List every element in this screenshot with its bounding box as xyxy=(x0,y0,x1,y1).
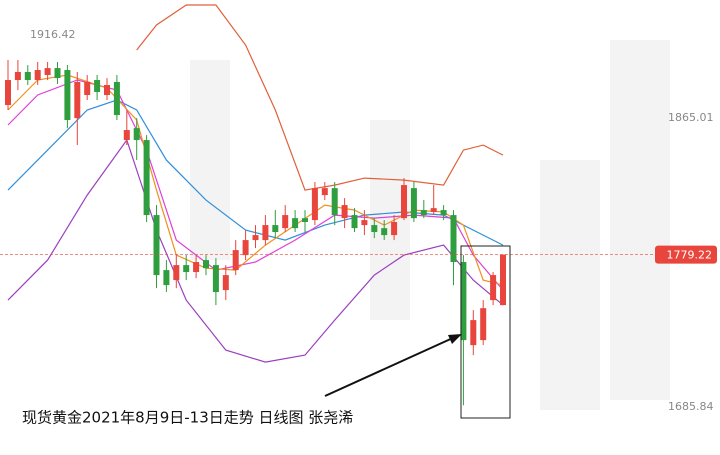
y-tick-label: 1685.84 xyxy=(668,400,714,413)
caption: 现货黄金2021年8月9日-13日走势 日线图 张尧浠 xyxy=(22,409,353,427)
candle-body xyxy=(153,215,160,276)
plot: 1916.42 1865.01 1685.84 1779.22 xyxy=(0,4,717,413)
candle-body xyxy=(193,262,200,273)
candle-body xyxy=(391,222,398,236)
arrow-head xyxy=(448,334,462,344)
candle-body xyxy=(321,188,328,196)
candle-body xyxy=(341,205,348,219)
last-price-label: 1779.22 xyxy=(667,249,713,262)
candle-body xyxy=(420,210,427,216)
candle-body xyxy=(14,71,21,81)
candle-body xyxy=(450,215,457,263)
candle-body xyxy=(262,225,269,241)
y-tick-label: 1865.01 xyxy=(668,111,714,124)
overlay-line xyxy=(7,138,504,363)
candle-body xyxy=(123,130,130,141)
candle-body xyxy=(430,208,437,213)
candle-body xyxy=(410,188,417,219)
candle-body xyxy=(84,81,91,96)
candle-body xyxy=(401,185,407,219)
candle-body xyxy=(252,235,259,241)
candle-body xyxy=(460,262,467,341)
candle-body xyxy=(232,250,239,271)
overlay-line xyxy=(7,99,504,246)
candle-body xyxy=(24,71,31,81)
candle-body xyxy=(500,254,506,306)
candle-body xyxy=(163,270,170,286)
watermark xyxy=(190,40,670,410)
candle-body xyxy=(371,225,378,233)
candle-body xyxy=(282,215,289,229)
candle-body xyxy=(331,188,338,216)
overlay-line xyxy=(7,79,504,291)
candle-body xyxy=(54,68,61,79)
candle-body xyxy=(480,308,487,341)
candle-body xyxy=(133,128,140,141)
candle-body xyxy=(183,265,190,273)
candle-body xyxy=(222,275,229,291)
candle-body xyxy=(351,215,358,229)
candle-body xyxy=(143,140,150,216)
candle-body xyxy=(104,85,110,96)
candle-body xyxy=(5,80,11,106)
candle-body xyxy=(203,260,209,269)
highlight-box xyxy=(460,245,511,419)
candle-body xyxy=(44,68,51,76)
candle-body xyxy=(302,218,308,223)
candle-body xyxy=(361,220,368,226)
overlay-line xyxy=(136,4,504,191)
last-price-box xyxy=(655,245,717,264)
candle-body xyxy=(292,218,299,229)
candle-body xyxy=(34,70,41,81)
candle-body xyxy=(381,228,388,236)
overlay-line xyxy=(7,74,504,286)
candle-body xyxy=(64,70,71,121)
candle-body xyxy=(94,80,101,92)
candle-body xyxy=(242,240,249,256)
candle-body xyxy=(470,320,477,346)
arrow xyxy=(324,336,456,397)
candle-body xyxy=(311,188,318,221)
candle-body xyxy=(490,275,497,301)
candle-body xyxy=(173,265,180,281)
candle-body xyxy=(440,210,447,216)
y-tick-label: 1916.42 xyxy=(30,28,76,41)
candle-body xyxy=(212,265,219,293)
candle-body xyxy=(113,81,120,116)
candle-body xyxy=(272,225,279,233)
candle-body xyxy=(74,81,81,119)
